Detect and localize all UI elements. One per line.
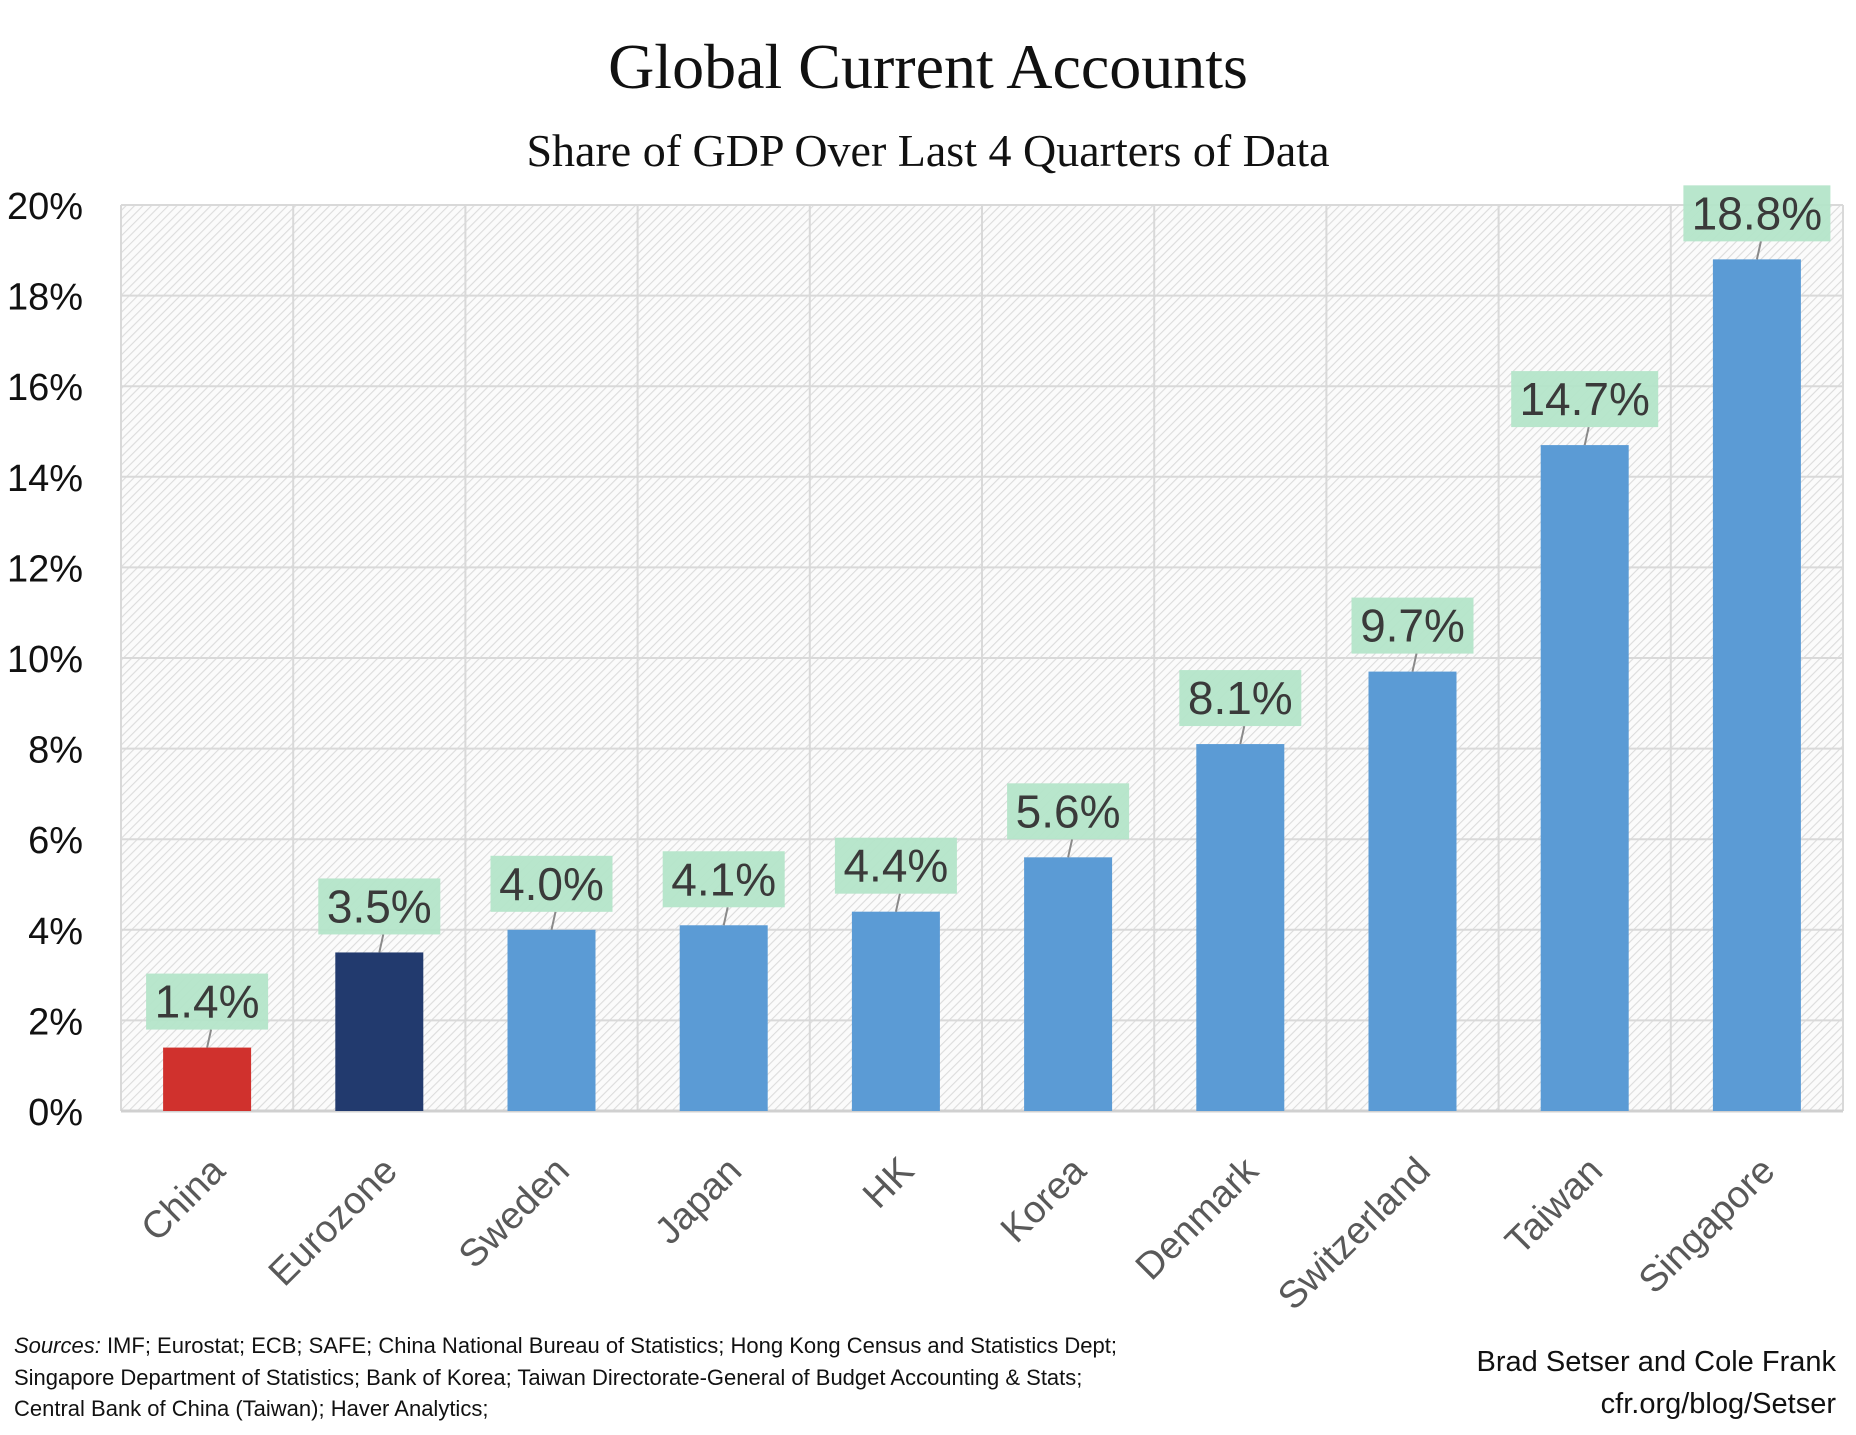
data-label-box	[662, 851, 785, 908]
y-tick-label: 6%	[28, 820, 83, 862]
leader-line	[1755, 241, 1762, 260]
leader-line	[206, 1029, 213, 1048]
data-label-box	[1683, 185, 1831, 242]
credit-url: cfr.org/blog/Setser	[1600, 1388, 1836, 1420]
data-label-box	[1007, 783, 1130, 840]
data-label-box	[318, 878, 441, 935]
leader-line	[722, 907, 729, 926]
data-label-box	[1511, 371, 1659, 428]
leader-line	[550, 911, 557, 931]
bar	[1368, 671, 1457, 1111]
y-tick-label: 20%	[7, 186, 83, 228]
bar	[1712, 259, 1801, 1111]
credit-authors: Brad Setser and Cole Frank	[1476, 1346, 1836, 1378]
data-label-box	[834, 837, 957, 894]
data-label-box	[1351, 597, 1474, 654]
data-label-box	[146, 973, 269, 1030]
sources-line-3: Central Bank of China (Taiwan); Haver An…	[14, 1396, 489, 1421]
data-label: 4.1%	[671, 853, 776, 905]
data-label: 8.1%	[1188, 672, 1293, 724]
data-label-box	[1179, 670, 1302, 727]
data-label: 1.4%	[155, 976, 260, 1028]
bar	[507, 929, 596, 1111]
chart-title: Global Current Accounts	[608, 31, 1248, 102]
sources-label: Sources:	[14, 1333, 101, 1358]
data-label-box	[490, 855, 613, 912]
leader-line	[1239, 725, 1246, 745]
data-label: 14.7%	[1519, 373, 1649, 425]
y-tick-label: 10%	[7, 639, 83, 681]
data-label: 4.4%	[843, 840, 948, 892]
x-tick-label: Sweden	[451, 1150, 578, 1277]
bar	[1196, 744, 1285, 1111]
data-label: 18.8%	[1692, 187, 1822, 239]
data-label: 9.7%	[1360, 600, 1465, 652]
y-tick-label: 2%	[28, 1001, 83, 1043]
x-tick-label: Taiwan	[1498, 1150, 1611, 1263]
x-tick-label: Singapore	[1631, 1150, 1783, 1302]
bar	[163, 1047, 252, 1111]
y-tick-label: 12%	[7, 548, 83, 590]
x-tick-label: Denmark	[1128, 1149, 1267, 1288]
x-tick-label: China	[134, 1149, 235, 1250]
sources-line-1: Sources: IMF; Eurostat; ECB; SAFE; China…	[14, 1333, 1117, 1359]
leader-line	[1067, 839, 1074, 858]
x-tick-label: Eurozone	[261, 1150, 406, 1295]
sources-line-2: Singapore Department of Statistics; Bank…	[14, 1365, 1083, 1390]
x-tick-label: Switzerland	[1270, 1150, 1439, 1319]
y-tick-label: 18%	[7, 277, 83, 319]
bar	[851, 911, 940, 1111]
y-tick-label: 8%	[28, 730, 83, 772]
bar	[335, 952, 424, 1111]
sources-text-1: IMF; Eurostat; ECB; SAFE; China National…	[100, 1333, 1117, 1358]
x-tick-label: HK	[855, 1150, 922, 1217]
y-tick-label: 4%	[28, 911, 83, 953]
leader-line	[1411, 653, 1418, 672]
y-tick-label: 14%	[7, 458, 83, 500]
data-label: 3.5%	[327, 880, 432, 932]
leader-line	[894, 893, 901, 912]
bar	[679, 925, 768, 1111]
bar	[1024, 857, 1113, 1111]
leader-line	[378, 934, 385, 953]
data-label: 4.0%	[499, 858, 604, 910]
x-tick-label: Korea	[993, 1149, 1095, 1251]
y-tick-label: 16%	[7, 367, 83, 409]
y-tick-label: 0%	[28, 1092, 83, 1134]
chart-subtitle: Share of GDP Over Last 4 Quarters of Dat…	[526, 125, 1330, 176]
x-tick-label: Japan	[647, 1150, 750, 1253]
leader-line	[1583, 426, 1590, 446]
bar	[1540, 445, 1629, 1112]
data-label: 5.6%	[1016, 785, 1121, 837]
